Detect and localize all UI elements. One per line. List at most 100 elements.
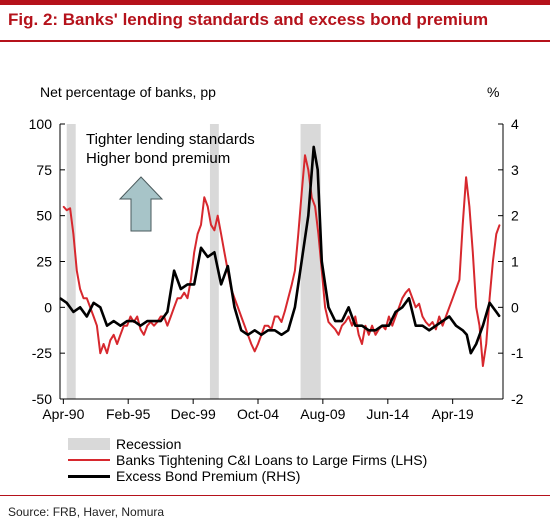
- x-tick-label: Dec-99: [171, 406, 216, 422]
- line-lending-standards-point: [374, 334, 377, 336]
- line-excess-bond-premium-point: [139, 325, 142, 327]
- line-excess-bond-premium-point: [133, 320, 135, 322]
- line-lending-standards-point: [207, 205, 209, 208]
- line-lending-standards-point: [72, 233, 75, 235]
- line-lending-standards-point: [170, 315, 172, 318]
- line-lending-standards-point: [331, 325, 333, 327]
- line-lending-standards-point: [190, 279, 192, 281]
- line-excess-bond-premium-point: [475, 343, 477, 345]
- line-excess-bond-premium-point: [267, 329, 269, 331]
- y-ticks-left: -50 -25 0 25 50 75 100: [29, 116, 65, 407]
- line-excess-bond-premium-point: [354, 325, 356, 327]
- line-lending-standards-point: [327, 321, 330, 323]
- line-lending-standards-point: [153, 325, 155, 327]
- line-lending-standards-point: [106, 352, 108, 354]
- recession-bands: [66, 124, 321, 399]
- line-lending-standards-point: [391, 325, 393, 327]
- line-lending-standards-point: [418, 303, 420, 305]
- line-lending-standards-point: [139, 328, 142, 330]
- line-excess-bond-premium-point: [488, 302, 491, 304]
- line-lending-standards-point: [146, 325, 148, 327]
- line-lending-standards-point: [79, 288, 81, 290]
- line-lending-standards-point: [388, 315, 390, 318]
- line-lending-standards-point: [213, 229, 215, 231]
- line-lending-standards-point: [478, 325, 481, 327]
- line-excess-bond-premium-point: [462, 329, 464, 331]
- line-lending-standards-point: [86, 297, 88, 299]
- line-lending-standards-point: [361, 343, 363, 345]
- line-lending-standards-point: [257, 343, 259, 345]
- line-lending-standards-point: [462, 224, 464, 226]
- line-lending-standards-point: [358, 334, 360, 336]
- recession-band-2: [300, 124, 321, 399]
- line-lending-standards-point: [428, 325, 430, 327]
- line-excess-bond-premium-point: [280, 334, 283, 336]
- line-excess-bond-premium-point: [254, 329, 256, 331]
- line-excess-bond-premium-point: [361, 325, 363, 327]
- line-lending-standards-point: [166, 325, 168, 327]
- y-tick-left-label: -50: [32, 391, 52, 407]
- line-lending-standards-point: [314, 205, 316, 208]
- line-lending-standards-point: [337, 334, 340, 336]
- line-lending-standards-point: [351, 325, 353, 327]
- line-lending-standards-point: [220, 233, 222, 235]
- line-lending-standards-point: [113, 334, 115, 336]
- line-excess-bond-premium-point: [307, 215, 309, 217]
- line-excess-bond-premium-point: [317, 169, 319, 171]
- x-tick-label: Apr-19: [432, 406, 474, 422]
- annotation: Tighter lending standards Higher bond pr…: [86, 130, 255, 168]
- line-lending-standards-point: [119, 334, 122, 336]
- recession-band-1: [209, 124, 219, 399]
- line-lending-standards-point: [297, 233, 299, 235]
- line-excess-bond-premium-point: [294, 306, 296, 308]
- line-lending-standards-point: [405, 292, 407, 294]
- line-lending-standards-point: [472, 251, 474, 253]
- line-lending-standards-point: [99, 352, 101, 354]
- line-lending-standards-point: [488, 297, 491, 299]
- line-excess-bond-premium-point: [448, 315, 450, 318]
- y-tick-right-label: 1: [511, 254, 519, 270]
- line-lending-standards-point: [254, 350, 256, 352]
- line-lending-standards-point: [384, 328, 387, 330]
- line-lending-standards-point: [371, 325, 373, 327]
- line-lending-standards-point: [240, 315, 242, 318]
- legend-label-lending: Banks Tightening C&I Loans to Large Firm…: [116, 452, 428, 468]
- line-lending-standards-point: [243, 325, 246, 327]
- line-excess-bond-premium-point: [106, 325, 108, 327]
- line-excess-bond-premium-point: [193, 283, 195, 286]
- line-excess-bond-premium-point: [180, 288, 182, 290]
- line-lending-standards-point: [354, 315, 356, 318]
- line-lending-standards-point: [364, 325, 367, 327]
- y-tick-left-label: 25: [36, 254, 52, 270]
- line-lending-standards-point: [445, 315, 447, 318]
- line-excess-bond-premium-point: [200, 247, 202, 249]
- line-lending-standards-point: [160, 315, 162, 318]
- x-tick-label: Apr-90: [42, 406, 84, 422]
- legend-label-recession: Recession: [116, 436, 182, 452]
- line-excess-bond-premium-point: [421, 325, 424, 327]
- line-excess-bond-premium-point: [408, 297, 410, 299]
- line-excess-bond-premium-point: [482, 325, 484, 327]
- line-lending-standards-point: [69, 207, 71, 209]
- line-excess-bond-premium-point: [247, 334, 249, 336]
- line-lending-standards-point: [304, 154, 306, 156]
- legend-swatch-recession: [68, 438, 110, 450]
- legend: Recession Banks Tightening C&I Loans to …: [68, 436, 427, 484]
- x-tick-label: Feb-95: [106, 406, 151, 422]
- line-lending-standards-point: [492, 260, 494, 263]
- line-lending-standards-point: [324, 306, 326, 308]
- line-lending-standards-point: [277, 315, 279, 318]
- line-excess-bond-premium-point: [240, 329, 242, 331]
- line-lending-standards-point: [458, 279, 460, 281]
- line-lending-standards-point: [317, 233, 320, 235]
- line-excess-bond-premium-point: [441, 320, 444, 322]
- y-tick-right-label: -2: [511, 391, 524, 407]
- y-tick-right-label: 2: [511, 208, 519, 224]
- line-lending-standards-point: [435, 328, 437, 330]
- annotation-line-1: Tighter lending standards: [86, 131, 255, 148]
- line-lending-standards-point: [280, 321, 283, 323]
- y-tick-right-label: 4: [511, 116, 519, 132]
- line-excess-bond-premium-point: [173, 270, 175, 272]
- line-lending-standards-point: [126, 325, 128, 327]
- bottom-rule: [0, 495, 550, 496]
